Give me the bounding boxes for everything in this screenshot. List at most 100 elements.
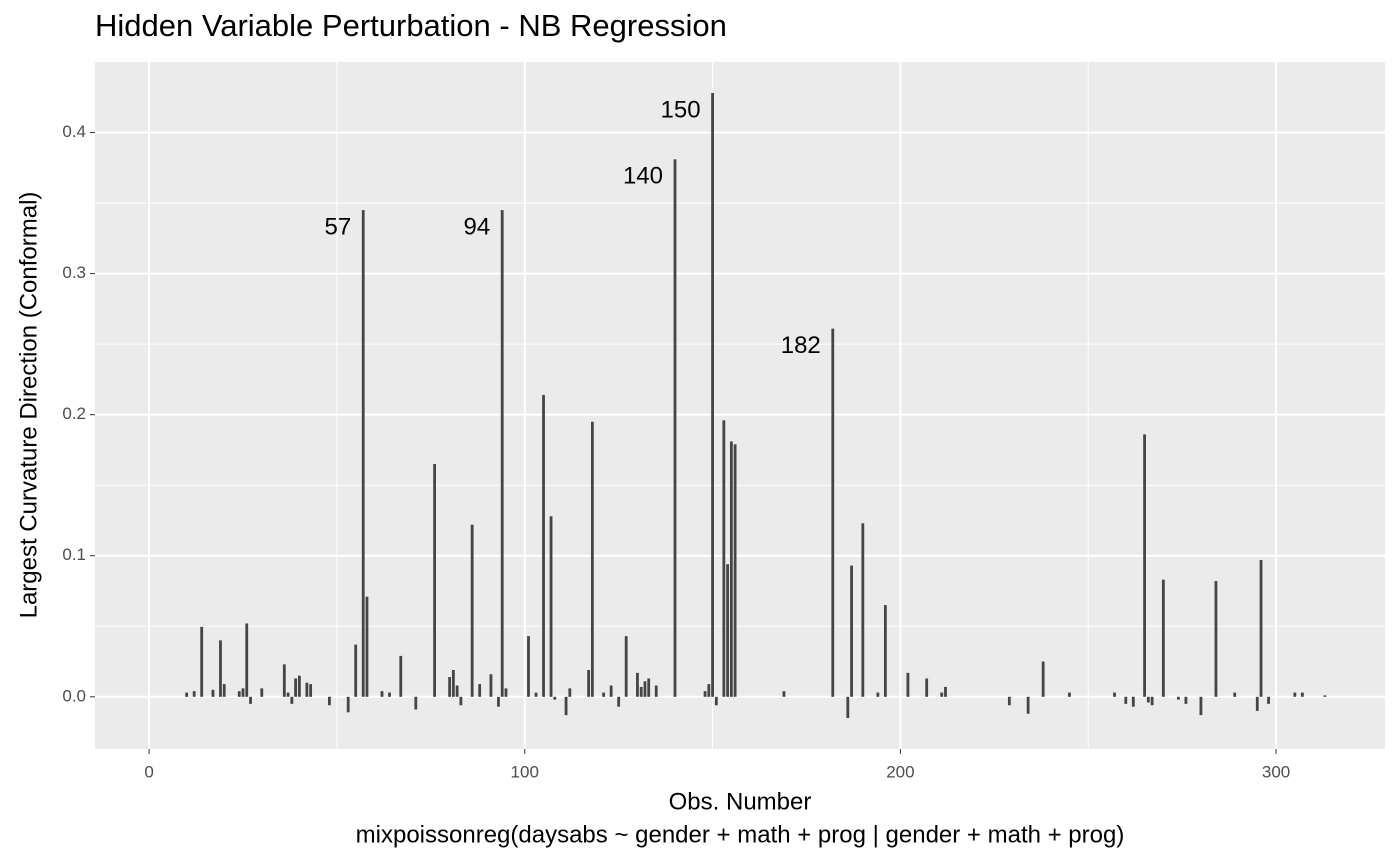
bar xyxy=(192,691,196,697)
bar xyxy=(211,689,215,697)
bar xyxy=(553,696,557,700)
bar xyxy=(1293,692,1297,697)
bar xyxy=(286,692,290,697)
bar xyxy=(883,605,887,697)
bar xyxy=(647,678,651,697)
bar xyxy=(1113,692,1116,697)
bar xyxy=(305,682,309,697)
bar xyxy=(451,670,455,697)
bar xyxy=(549,516,553,697)
bar xyxy=(497,696,500,707)
bar xyxy=(249,696,252,704)
bar xyxy=(703,691,707,697)
x-tick-label: 100 xyxy=(511,762,539,781)
bar xyxy=(260,688,264,697)
bar xyxy=(309,684,313,697)
bar xyxy=(733,444,737,697)
bar xyxy=(354,644,358,697)
bar xyxy=(388,692,391,697)
bar xyxy=(1255,696,1259,711)
x-tick-label: 300 xyxy=(1262,762,1290,781)
bar xyxy=(448,677,452,697)
bar xyxy=(1146,696,1150,703)
annotation: 140 xyxy=(623,163,663,190)
bar xyxy=(1161,579,1165,697)
bar xyxy=(587,670,591,697)
bar xyxy=(624,636,628,697)
bar xyxy=(294,678,297,697)
bar xyxy=(1131,696,1135,707)
bar xyxy=(1233,692,1237,697)
bar xyxy=(1267,696,1270,704)
bar xyxy=(222,684,226,697)
x-tick-label: 0 xyxy=(144,762,153,781)
bar xyxy=(241,688,245,697)
bar xyxy=(346,696,350,713)
bar xyxy=(328,696,331,706)
bar xyxy=(1026,696,1030,714)
annotation: 150 xyxy=(661,96,701,123)
bar xyxy=(944,686,947,697)
bar xyxy=(568,688,572,697)
bar xyxy=(831,328,835,697)
annotation: 182 xyxy=(781,332,821,359)
bar xyxy=(850,565,853,697)
bar xyxy=(673,159,677,697)
bar xyxy=(1176,696,1180,700)
bar xyxy=(1300,692,1304,697)
bar xyxy=(722,420,726,697)
bar xyxy=(617,696,621,707)
x-tick-label: 200 xyxy=(886,762,914,781)
bar xyxy=(876,692,880,697)
bar xyxy=(654,685,658,697)
bar xyxy=(846,696,850,718)
bar xyxy=(602,692,606,697)
bar xyxy=(564,696,568,716)
bar xyxy=(245,623,249,697)
bar xyxy=(1214,581,1218,697)
y-axis-label: Largest Curvature Direction (Conformal) xyxy=(15,192,42,619)
bar xyxy=(504,688,508,697)
bar xyxy=(782,691,786,697)
y-tick-label: 0.3 xyxy=(62,263,86,282)
y-tick-label: 0.1 xyxy=(62,545,86,564)
bar xyxy=(297,675,301,697)
bar xyxy=(290,696,294,704)
bar xyxy=(459,696,463,706)
y-tick-label: 0.0 xyxy=(62,686,86,705)
bar xyxy=(361,210,365,697)
bar xyxy=(906,672,910,697)
bar xyxy=(527,636,530,697)
bar xyxy=(534,692,538,697)
y-tick-label: 0.4 xyxy=(62,122,86,141)
bar xyxy=(729,441,733,697)
bar xyxy=(643,681,647,697)
bar xyxy=(1184,696,1188,704)
bar xyxy=(1143,434,1146,697)
bar xyxy=(282,664,286,697)
bar xyxy=(470,524,474,697)
bar xyxy=(1041,661,1045,697)
bar xyxy=(478,684,482,697)
x-axis-label: Obs. Number xyxy=(669,788,812,815)
bar xyxy=(365,596,369,697)
bar xyxy=(500,210,504,697)
bar xyxy=(1150,696,1154,706)
y-tick-label: 0.2 xyxy=(62,404,86,423)
bar xyxy=(542,394,545,697)
bar xyxy=(1323,695,1327,697)
bar xyxy=(714,696,718,706)
bar xyxy=(636,672,639,697)
bar xyxy=(711,93,714,697)
bar xyxy=(1124,696,1128,704)
bar xyxy=(940,692,944,697)
bar xyxy=(639,686,643,697)
bar xyxy=(219,640,222,697)
bar xyxy=(861,523,865,697)
bar xyxy=(1199,696,1203,716)
annotation: 57 xyxy=(325,213,352,240)
annotation: 94 xyxy=(464,213,491,240)
bar xyxy=(609,685,613,697)
bar xyxy=(237,691,241,697)
